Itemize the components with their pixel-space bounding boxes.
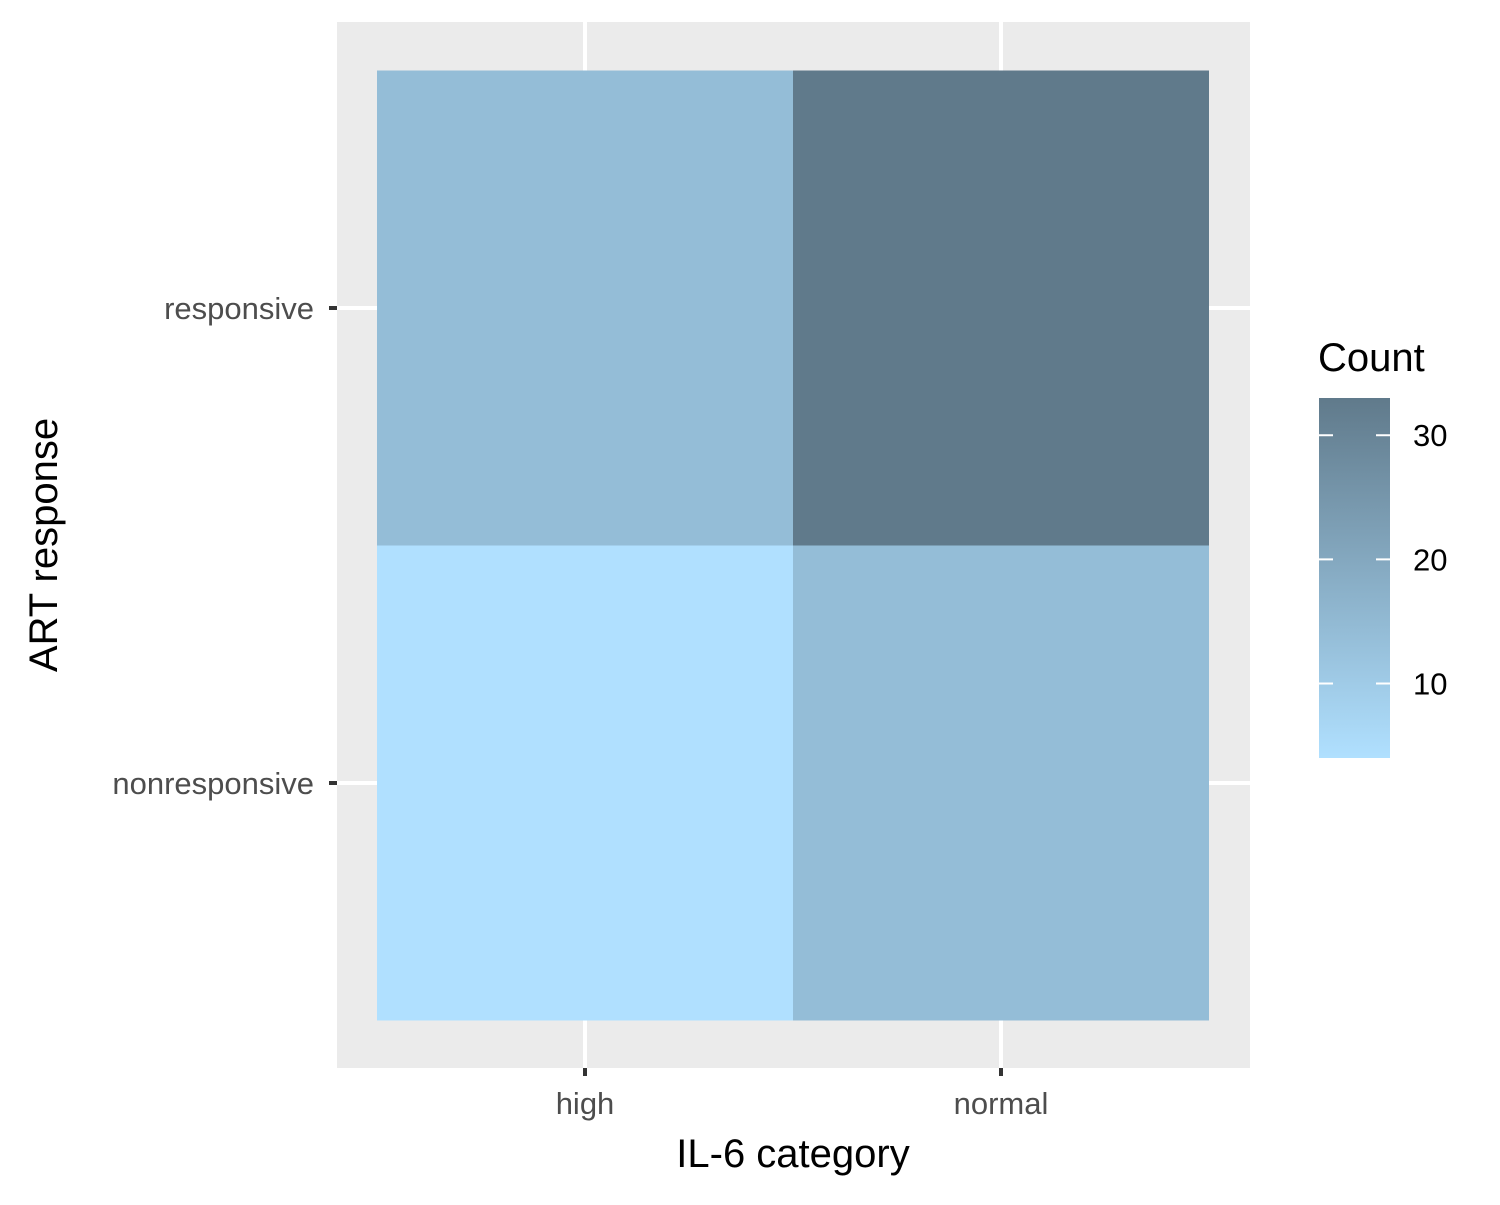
x-axis-title: IL-6 category — [676, 1132, 909, 1176]
y-axis-title: ART response — [22, 418, 66, 672]
heatmap-cell-normal-responsive — [793, 70, 1209, 546]
heatmap-cell-high-responsive — [377, 70, 793, 546]
heatmap-cell-normal-nonresponsive — [793, 545, 1209, 1021]
y-tick-label-nonresponsive: nonresponsive — [112, 766, 314, 801]
axes: high normal nonresponsive responsive — [112, 291, 1048, 1121]
y-tick-label-responsive: responsive — [164, 291, 314, 326]
legend-tick-label-20: 20 — [1413, 542, 1447, 577]
legend-color-bar — [1319, 398, 1390, 758]
heatmap-cells — [377, 70, 1209, 1021]
x-tick-label-high: high — [556, 1086, 615, 1121]
legend-tick-label-30: 30 — [1413, 418, 1447, 453]
legend-tick-label-10: 10 — [1413, 667, 1447, 702]
x-tick-label-normal: normal — [954, 1086, 1049, 1121]
legend-title: Count — [1318, 336, 1425, 380]
heatmap-cell-high-nonresponsive — [377, 545, 793, 1021]
legend: Count 10 20 30 — [1318, 336, 1447, 758]
